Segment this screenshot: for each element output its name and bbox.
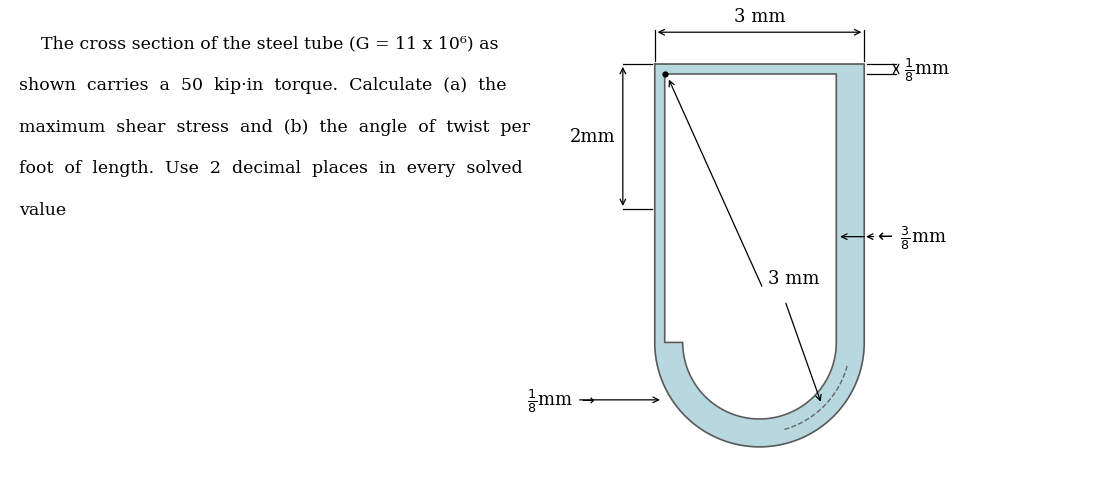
Text: 2mm: 2mm (570, 128, 615, 146)
Text: 3 mm: 3 mm (733, 8, 786, 26)
Text: The cross section of the steel tube (G = 11 x 10⁶) as: The cross section of the steel tube (G =… (19, 35, 499, 52)
Text: $\leftarrow\;\frac{3}{8}$mm: $\leftarrow\;\frac{3}{8}$mm (874, 224, 947, 251)
Text: shown  carries  a  50  kip·in  torque.  Calculate  (a)  the: shown carries a 50 kip·in torque. Calcul… (19, 77, 506, 94)
Text: $\frac{1}{8}$mm: $\frac{1}{8}$mm (904, 56, 951, 84)
Text: $\frac{1}{8}$mm: $\frac{1}{8}$mm (528, 386, 573, 414)
Text: value: value (19, 202, 67, 219)
Text: 3 mm: 3 mm (768, 269, 819, 287)
Text: foot  of  length.  Use  2  decimal  places  in  every  solved: foot of length. Use 2 decimal places in … (19, 160, 523, 177)
Text: maximum  shear  stress  and  (b)  the  angle  of  twist  per: maximum shear stress and (b) the angle o… (19, 119, 531, 136)
Polygon shape (664, 75, 836, 419)
Text: $\rightarrow$: $\rightarrow$ (579, 393, 595, 407)
Polygon shape (654, 65, 864, 447)
